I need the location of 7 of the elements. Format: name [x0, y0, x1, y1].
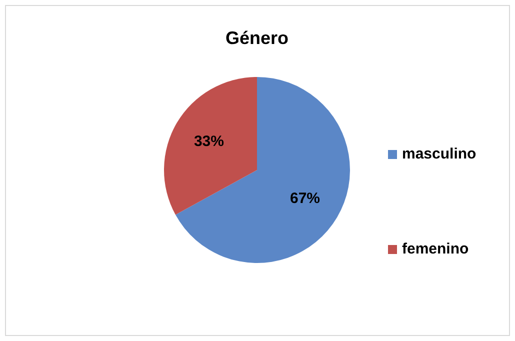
legend-label: masculino: [402, 146, 476, 162]
pie-slice: [164, 77, 257, 215]
data-label: 67%: [290, 190, 320, 207]
pie-slice: [176, 77, 350, 263]
legend-label: femenino: [402, 240, 469, 258]
data-label: 33%: [194, 133, 224, 150]
chart-title: Género: [225, 28, 289, 48]
